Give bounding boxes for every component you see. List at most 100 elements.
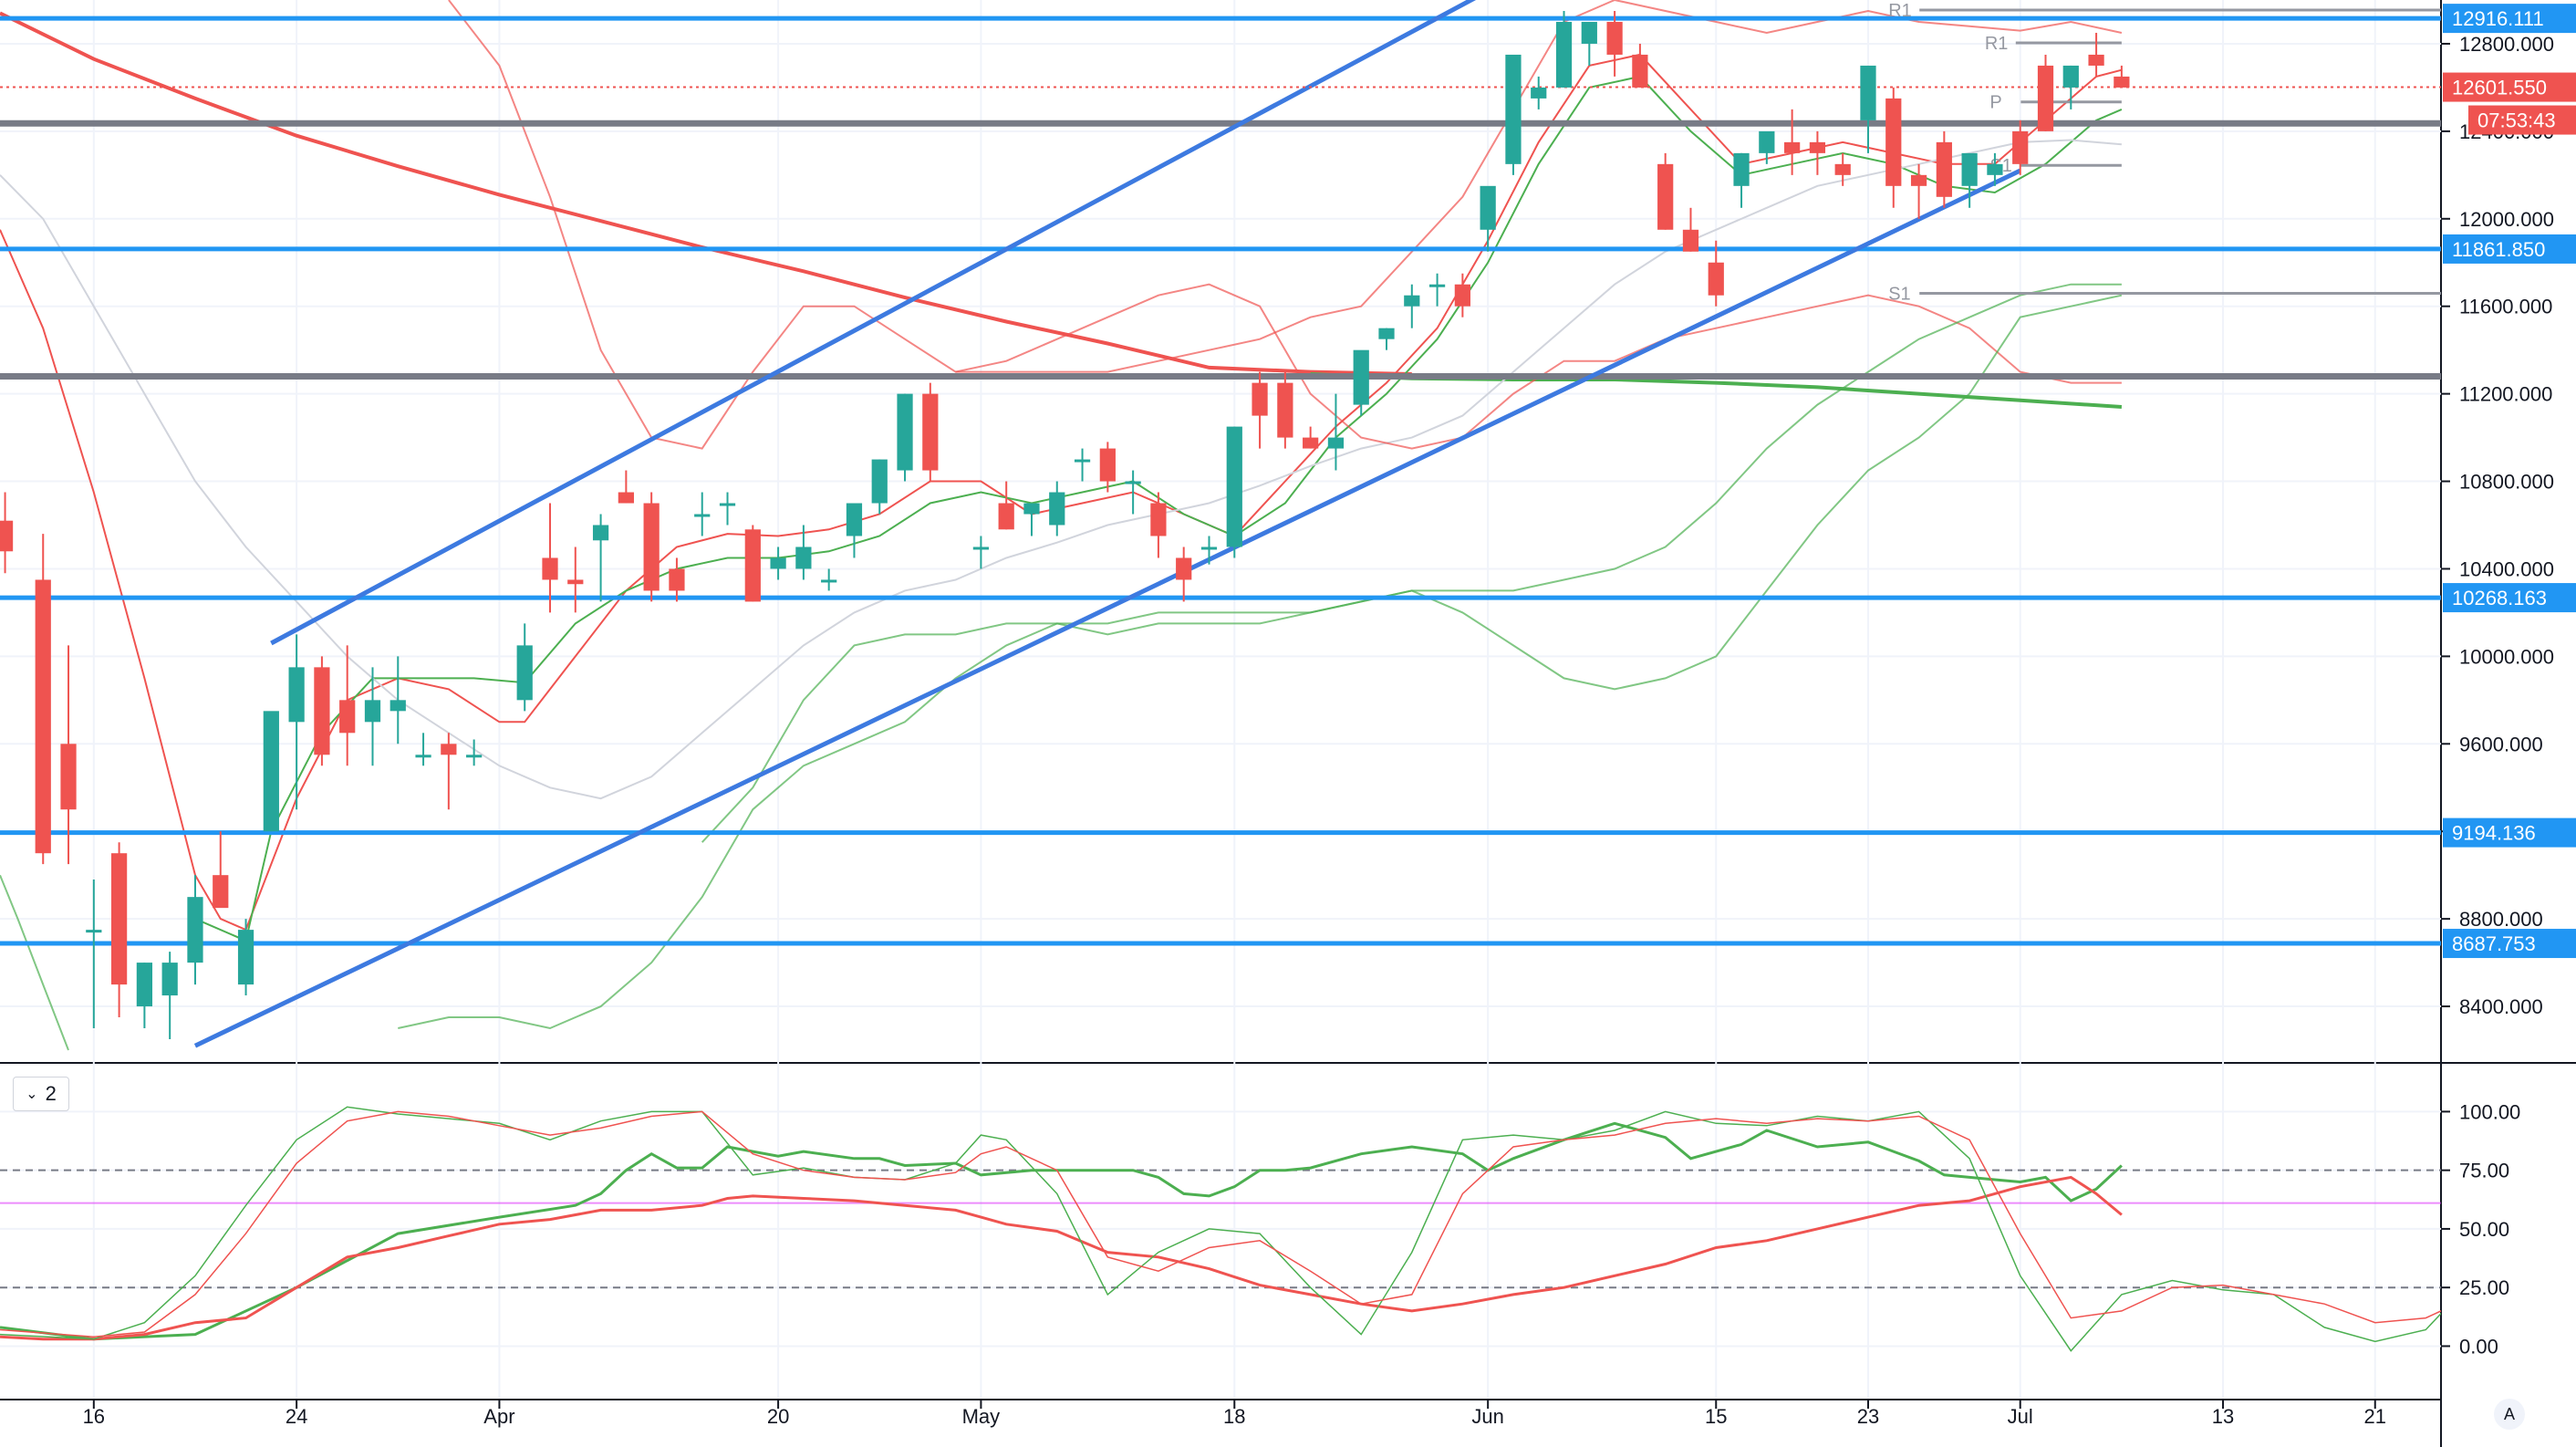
candle-body: [542, 557, 558, 580]
level-badge-label: 11861.850: [2452, 238, 2545, 261]
candle-body: [2062, 65, 2079, 88]
channel-line-upper: [270, 0, 1477, 646]
current-price-badge: [2443, 72, 2576, 102]
candle-body: [1378, 328, 1395, 339]
indicator-line: [0, 874, 69, 1051]
indicator-line: [0, 53, 2123, 932]
oscillator-line: [0, 1121, 2123, 1341]
y-tick-label: 8800.000: [2459, 908, 2543, 931]
candle-body: [136, 963, 153, 1007]
candle-body: [1277, 382, 1293, 438]
candle-body: [339, 700, 356, 734]
indicator-line: [955, 0, 2123, 373]
candle-body: [1303, 437, 1319, 449]
candle-body: [1910, 174, 1927, 186]
channel-line-lower: [193, 168, 2021, 1048]
candle-body: [1708, 262, 1724, 296]
candle-body: [1176, 557, 1192, 580]
oscillator-pane[interactable]: [0, 1106, 2576, 1352]
candle-body: [871, 459, 888, 504]
pivot-label: S1: [1888, 285, 1910, 305]
candle-body: [60, 744, 77, 810]
y-tick-label: 12000.000: [2459, 208, 2554, 231]
candle-body: [0, 520, 14, 552]
indicator-line: [701, 283, 2122, 843]
candle-body: [1531, 87, 1547, 99]
x-tick-label: 23: [1857, 1405, 1879, 1428]
y-tick-label: 10400.000: [2459, 557, 2554, 580]
candle-body: [1125, 481, 1141, 484]
pivot-label: R1: [1888, 1, 1912, 21]
x-tick-label: 21: [2364, 1405, 2386, 1428]
y-tick-label: 11600.000: [2459, 296, 2552, 318]
candle-body: [35, 579, 51, 854]
x-tick-label: 16: [83, 1405, 105, 1428]
level-badge-label: 10268.163: [2452, 587, 2547, 609]
level-badge-label: 8687.753: [2452, 932, 2536, 955]
level-badge: [2443, 234, 2576, 264]
candle-body: [1200, 547, 1218, 550]
candle-body: [1809, 141, 1826, 153]
candle-body: [1480, 185, 1496, 230]
candle-body: [263, 711, 279, 832]
price-axis: 8400.0008800.0009200.0009600.00010000.00…: [2441, 4, 2576, 1358]
auto-scale-button[interactable]: A: [2494, 1399, 2525, 1430]
candle-body: [1860, 65, 1876, 120]
indicator-line: [448, 0, 2122, 450]
candle-body: [1961, 152, 1978, 186]
candle-body: [1784, 141, 1801, 153]
candle-body: [441, 744, 457, 755]
candle-body: [846, 503, 863, 536]
candle-body: [466, 755, 483, 758]
candle-body: [1555, 21, 1573, 88]
x-tick-label: Jul: [2008, 1405, 2033, 1428]
candle-body: [288, 667, 305, 723]
candle-body: [187, 897, 203, 963]
candle-body: [1252, 382, 1268, 416]
candle-body: [314, 667, 330, 755]
candle-body: [161, 963, 178, 996]
oscillator-tick-label: 25.00: [2459, 1276, 2509, 1299]
oscillator-legend-toggle[interactable]: ⌄ 2: [13, 1077, 69, 1111]
oscillator-legend-label: 2: [45, 1082, 57, 1105]
candle-body: [998, 503, 1014, 530]
oscillator-tick-label: 75.00: [2459, 1160, 2509, 1182]
candle-body: [213, 875, 229, 909]
candle-body: [1759, 130, 1775, 153]
level-badge: [2443, 929, 2576, 959]
chevron-down-icon: ⌄: [26, 1087, 38, 1102]
current-price-label: 12601.550: [2452, 77, 2547, 99]
candle-body: [922, 393, 939, 471]
candle-body: [643, 503, 660, 591]
candle-body: [237, 930, 254, 985]
y-tick-label: 9600.000: [2459, 733, 2543, 755]
countdown-badge: [2468, 105, 2576, 135]
x-tick-label: 20: [767, 1405, 789, 1428]
candle-body: [795, 547, 812, 569]
candle-body: [618, 492, 634, 504]
time-axis: 16 24 Apr 20 May 18 Jun 15 23 Jul 13 21: [83, 1400, 2386, 1428]
oscillator-line: [0, 1175, 2123, 1341]
candle-body: [744, 529, 761, 602]
level-badge: [2443, 4, 2576, 34]
candle-body: [1353, 349, 1369, 405]
x-tick-label: 18: [1223, 1405, 1245, 1428]
candle-body: [1099, 448, 1116, 482]
candle-body: [1505, 54, 1522, 164]
price-pane[interactable]: R1R1PS1S1: [0, 0, 2441, 1051]
oscillator-line: [0, 1110, 2441, 1338]
candle-body: [516, 645, 533, 701]
level-badge: [2443, 817, 2576, 848]
indicator-line: [0, 11, 1412, 376]
candle-body: [2088, 54, 2104, 66]
level-badge-label: 12916.111: [2452, 7, 2544, 30]
candle-body: [669, 568, 685, 591]
candle-body: [1682, 229, 1699, 252]
y-tick-label: 10800.000: [2459, 471, 2554, 494]
candle-body: [1049, 492, 1065, 526]
oscillator-tick-label: 0.00: [2459, 1335, 2498, 1358]
candle-body: [1404, 295, 1420, 307]
candle-body: [1606, 21, 1623, 55]
